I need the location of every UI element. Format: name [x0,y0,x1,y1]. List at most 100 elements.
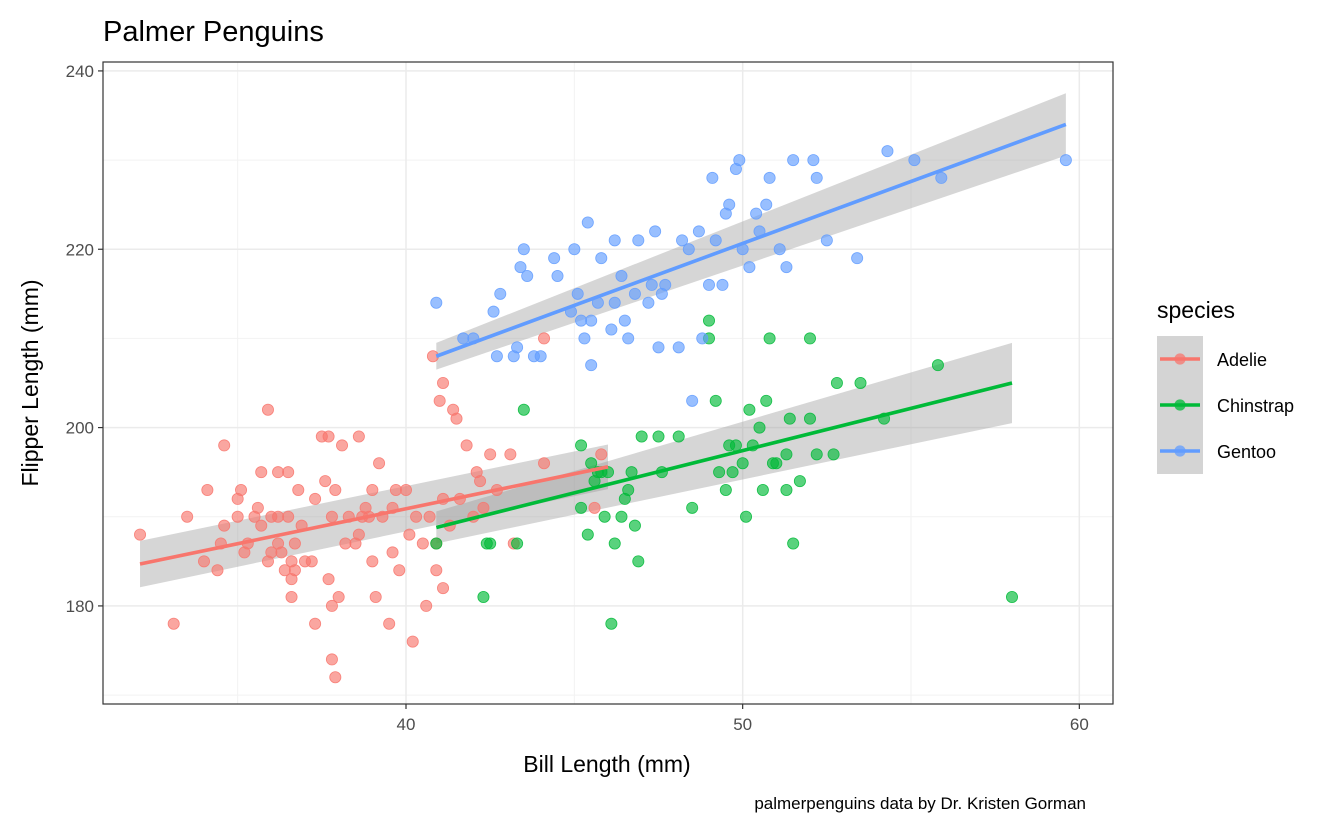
data-point-adelie [336,439,349,452]
data-point-gentoo [534,350,547,363]
fit-line-chinstrap [435,381,1013,530]
data-point-adelie [430,564,443,577]
data-point-adelie [595,448,608,461]
x-tick-label: 50 [733,715,752,734]
data-point-adelie [322,573,335,586]
data-point-gentoo [578,332,591,345]
data-point-chinstrap [598,510,611,523]
data-point-chinstrap [810,448,823,461]
data-point-chinstrap [430,537,443,550]
y-tick-label: 240 [66,62,94,81]
data-point-adelie [399,483,412,496]
data-point-adelie [484,448,497,461]
legend-label-gentoo: Gentoo [1217,442,1276,462]
data-point-adelie [437,376,450,389]
data-point-adelie [369,591,382,604]
data-point-chinstrap [1006,591,1019,604]
fit-line-gentoo [435,122,1067,358]
x-tick-label: 60 [1070,715,1089,734]
data-point-gentoo [787,154,800,167]
legend-items: Adelie Chinstrap Gentoo [1157,336,1294,474]
data-point-gentoo [676,234,689,247]
legend-key-point-chinstrap [1174,399,1186,411]
data-point-gentoo [908,154,921,167]
panel-border [102,61,1114,705]
data-point-chinstrap [719,483,732,496]
data-point-adelie [410,510,423,523]
data-point-adelie [437,582,450,595]
data-point-gentoo [581,216,594,229]
data-point-gentoo [810,171,823,184]
data-point-gentoo [686,394,699,407]
data-point-adelie [420,599,433,612]
data-point-chinstrap [615,510,628,523]
data-point-gentoo [514,261,527,274]
data-point-chinstrap [760,394,773,407]
data-point-gentoo [780,261,793,274]
data-point-adelie [255,519,268,532]
legend-label-adelie: Adelie [1217,350,1267,370]
data-point-gentoo [820,234,833,247]
y-tick-label: 220 [66,240,94,259]
data-point-chinstrap [736,457,749,470]
data-point-adelie [275,546,288,559]
data-point-chinstrap [740,510,753,523]
data-point-adelie [181,510,194,523]
data-point-adelie [389,483,402,496]
legend-label-chinstrap: Chinstrap [1217,396,1294,416]
data-point-adelie [588,501,601,514]
data-point-gentoo [585,314,598,327]
data-point-chinstrap [581,528,594,541]
data-point-adelie [309,492,322,505]
data-point-adelie [325,653,338,666]
data-point-gentoo [575,314,588,327]
data-point-adelie [261,403,274,416]
data-point-chinstrap [726,466,739,479]
data-point-gentoo [568,243,581,256]
data-point-gentoo [571,287,584,300]
data-point-adelie [272,466,285,479]
data-point-gentoo [487,305,500,318]
data-point-chinstrap [931,359,944,372]
data-point-adelie [319,475,332,488]
data-point-adelie [332,591,345,604]
data-point-gentoo [760,198,773,211]
chart-title: Palmer Penguins [103,16,324,48]
data-point-adelie [538,332,551,345]
data-point-chinstrap [743,403,756,416]
data-point-adelie [272,510,285,523]
data-point-gentoo [595,252,608,265]
data-point-adelie [201,483,214,496]
data-point-chinstrap [763,332,776,345]
data-point-chinstrap [622,483,635,496]
data-point-gentoo [706,171,719,184]
data-point-gentoo [632,234,645,247]
data-point-chinstrap [477,591,490,604]
data-point-chinstrap [804,332,817,345]
data-point-adelie [282,466,295,479]
data-point-gentoo [851,252,864,265]
data-point-gentoo [645,278,658,291]
data-point-gentoo [457,332,470,345]
data-point-adelie [218,439,231,452]
data-point-adelie [366,483,379,496]
data-point-adelie [235,483,248,496]
data-point-adelie [450,412,463,425]
data-point-gentoo [622,332,635,345]
data-point-adelie [282,510,295,523]
confidence-band-gentoo [436,93,1066,370]
data-point-adelie [403,528,416,541]
y-axis-title: Flipper Length (mm) [17,279,43,486]
data-point-gentoo [490,350,503,363]
data-point-chinstrap [517,403,530,416]
data-point-gentoo [551,269,564,282]
data-point-adelie [393,564,406,577]
data-point-chinstrap [780,448,793,461]
data-point-chinstrap [511,537,524,550]
data-point-chinstrap [628,519,641,532]
x-axis-title: Bill Length (mm) [523,751,690,777]
legend: species Adelie Chinstrap Gentoo [1157,297,1294,474]
data-point-adelie [231,510,244,523]
data-point-chinstrap [780,483,793,496]
data-point-adelie [134,528,147,541]
